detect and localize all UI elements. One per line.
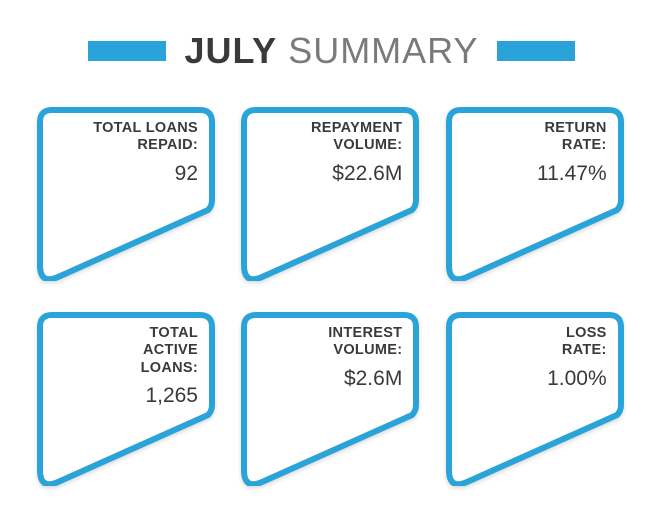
metric-value: 1,265 — [141, 383, 198, 408]
card-content: TOTAL ACTIVE LOANS: 1,265 — [141, 325, 198, 408]
metric-value: 11.47% — [537, 161, 607, 186]
metric-card: TOTAL LOANS REPAID: 92 — [36, 106, 216, 281]
metric-card: TOTAL ACTIVE LOANS: 1,265 — [36, 311, 216, 486]
metric-label: TOTAL LOANS REPAID: — [93, 120, 198, 155]
metric-label: LOSS RATE: — [547, 325, 607, 360]
metric-label: INTEREST VOLUME: — [328, 325, 402, 360]
metric-card: RETURN RATE: 11.47% — [445, 106, 625, 281]
card-content: TOTAL LOANS REPAID: 92 — [93, 120, 198, 186]
card-content: INTEREST VOLUME: $2.6M — [328, 325, 402, 391]
metric-value: 92 — [93, 161, 198, 186]
metric-label: RETURN RATE: — [537, 120, 607, 155]
card-content: LOSS RATE: 1.00% — [547, 325, 607, 391]
card-content: REPAYMENT VOLUME: $22.6M — [311, 120, 402, 186]
metric-value: $2.6M — [328, 366, 402, 391]
page-title: JULY SUMMARY — [184, 30, 478, 72]
title-row: JULY SUMMARY — [36, 30, 627, 72]
title-bar-left — [88, 41, 166, 61]
metric-card: REPAYMENT VOLUME: $22.6M — [240, 106, 420, 281]
metric-label: REPAYMENT VOLUME: — [311, 120, 402, 155]
metric-label: TOTAL ACTIVE LOANS: — [141, 325, 198, 377]
title-month: JULY — [184, 30, 277, 71]
metric-card: LOSS RATE: 1.00% — [445, 311, 625, 486]
metrics-grid: TOTAL LOANS REPAID: 92 REPAYMENT VOLUME:… — [36, 106, 627, 486]
metric-card: INTEREST VOLUME: $2.6M — [240, 311, 420, 486]
title-word: SUMMARY — [288, 30, 478, 71]
title-bar-right — [497, 41, 575, 61]
metric-value: 1.00% — [547, 366, 607, 391]
card-content: RETURN RATE: 11.47% — [537, 120, 607, 186]
metric-value: $22.6M — [311, 161, 402, 186]
